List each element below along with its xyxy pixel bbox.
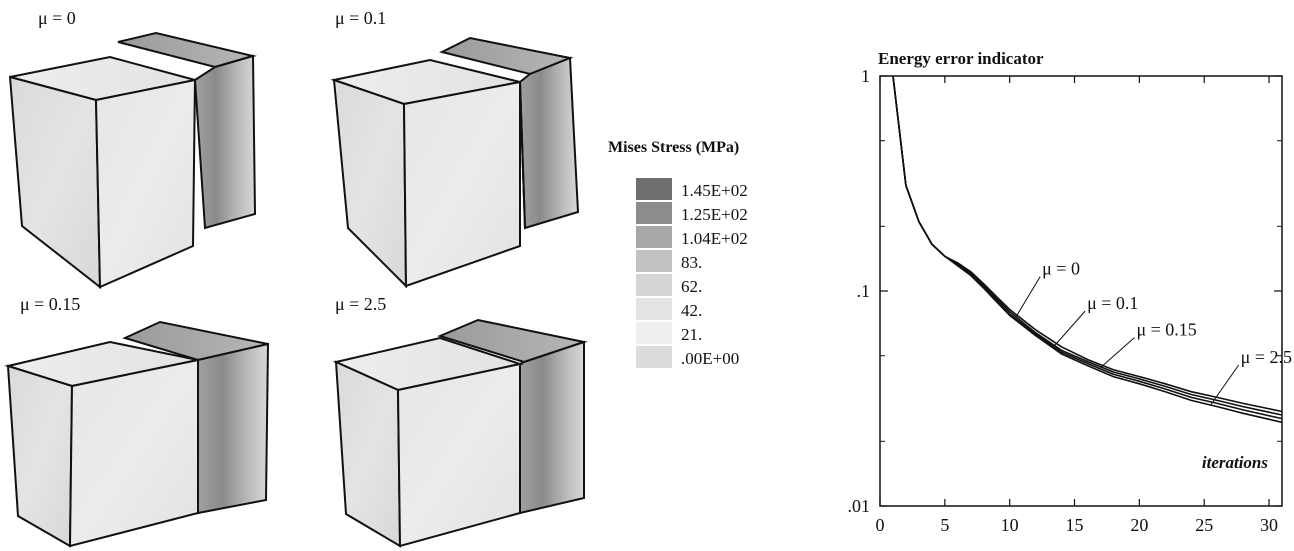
- annotation-leader: [1054, 310, 1086, 346]
- legend-label: 1.04E+02: [681, 229, 748, 248]
- panel-label: μ = 0.1: [335, 8, 386, 28]
- legend-swatch: [636, 226, 672, 248]
- panel-label: μ = 0.15: [20, 294, 80, 314]
- stress-panel-mu-2-5: μ = 2.5: [332, 294, 588, 548]
- small-block-front: [197, 342, 270, 515]
- legend-label: 1.45E+02: [681, 181, 748, 200]
- energy-error-chart: Energy error indicator 0 5 10 15 20 25 30 .01 .1…: [848, 49, 1292, 535]
- large-block-front: [94, 78, 197, 289]
- x-tick-label: 10: [1001, 515, 1019, 535]
- large-block-side: [8, 75, 102, 290]
- annotation-label: μ = 2.5: [1241, 347, 1292, 367]
- small-block-front: [193, 54, 257, 230]
- large-block-side: [332, 78, 408, 289]
- legend-swatch: [636, 322, 672, 344]
- annotation-leader: [1100, 337, 1135, 369]
- stress-panel-mu-0-1: μ = 0.1: [330, 8, 580, 289]
- legend-swatch: [636, 274, 672, 296]
- x-tick-label: 25: [1195, 515, 1213, 535]
- annotation-leader: [1015, 276, 1041, 317]
- large-block-front: [68, 358, 199, 548]
- legend-swatch: [636, 202, 672, 224]
- panel-label: μ = 2.5: [335, 294, 386, 314]
- panel-label: μ = 0: [38, 8, 76, 28]
- series-line: [892, 75, 1283, 420]
- large-block-side: [6, 364, 74, 548]
- y-tick-label: .01: [848, 496, 871, 516]
- contact-line: [519, 81, 526, 229]
- legend-label: 1.25E+02: [681, 205, 748, 224]
- legend-label: .00E+00: [681, 349, 739, 368]
- annotation-label: μ = 0.1: [1087, 293, 1138, 313]
- x-tick-label: 20: [1130, 515, 1148, 535]
- chart-title: Energy error indicator: [878, 49, 1044, 68]
- legend-label: 83.: [681, 253, 702, 272]
- large-block-front: [402, 80, 521, 288]
- legend-label: 42.: [681, 301, 702, 320]
- x-tick-label: 15: [1066, 515, 1084, 535]
- large-block-front: [396, 362, 521, 548]
- plot-frame: [879, 75, 1283, 507]
- large-block-side: [334, 360, 402, 548]
- annotation-label: μ = 0: [1042, 259, 1080, 279]
- legend-swatch: [636, 298, 672, 320]
- x-tick-label: 30: [1260, 515, 1278, 535]
- y-tick-label: .1: [857, 281, 871, 301]
- legend-label: 62.: [681, 277, 702, 296]
- legend-swatch: [636, 346, 672, 368]
- small-block-front: [519, 340, 585, 515]
- x-tick-label: 0: [876, 515, 885, 535]
- x-tick-label: 5: [940, 515, 949, 535]
- annotation-label: μ = 0.15: [1136, 320, 1196, 340]
- small-block-front: [518, 56, 580, 230]
- legend-swatch: [636, 250, 672, 272]
- y-tick-label: 1: [861, 66, 870, 86]
- stress-legend: Mises Stress (MPa) 1.45E+02 1.25E+02 1.04E…: [608, 139, 748, 368]
- legend-title: Mises Stress (MPa): [608, 139, 739, 156]
- annotation-leader: [1210, 364, 1240, 406]
- stress-panel-mu-0: μ = 0: [8, 8, 257, 290]
- legend-label: 21.: [681, 325, 702, 344]
- legend-swatch: [636, 178, 672, 200]
- stress-panel-mu-0-15: μ = 0.15: [4, 294, 270, 548]
- x-axis-label: iterations: [1202, 453, 1269, 472]
- series-line: [892, 75, 1283, 424]
